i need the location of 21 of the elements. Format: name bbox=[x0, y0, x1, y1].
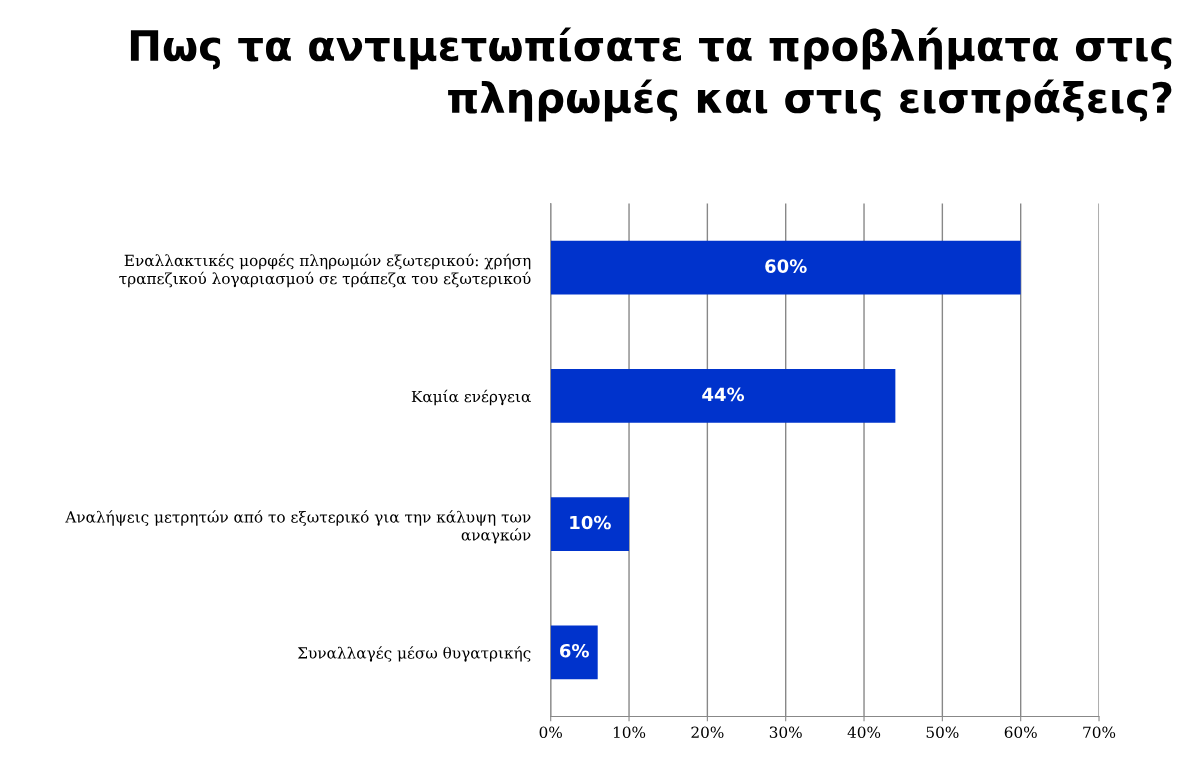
x-tick-label: 10% bbox=[613, 726, 646, 738]
x-tick-label: 20% bbox=[691, 726, 724, 738]
bar bbox=[550, 625, 598, 680]
x-tick-label: 40% bbox=[847, 726, 881, 738]
y-tick-label: Εναλλακτικές μορφές πληρωμών εξωτερικού: χρήση τραπεζικού λογαριασμού σε τράπεζα του εξωτερικού bbox=[119, 253, 531, 288]
y-tick-label: Καμία ενέργεια bbox=[411, 389, 531, 406]
data-label: 10% bbox=[570, 515, 611, 530]
data-label: 44% bbox=[702, 387, 745, 402]
chart-title: Πως τα αντιμετωπίσατε τα προβλήματα στις πληρωμές και στις εισπράξεις? bbox=[130, 27, 1172, 122]
bar bbox=[550, 240, 1021, 295]
x-tick-label: 30% bbox=[769, 726, 802, 738]
x-tick-label: 60% bbox=[1004, 726, 1037, 738]
y-tick-label: Αναλήψεις μετρητών από το εξωτερικό για την κάλυψη των αναγκών bbox=[65, 510, 531, 544]
x-tick-label: 70% bbox=[1083, 726, 1116, 738]
data-label: 6% bbox=[560, 643, 589, 658]
bar bbox=[550, 368, 896, 423]
y-tick-label: Συναλλαγές μέσω θυγατρικής bbox=[297, 646, 531, 662]
data-label: 60% bbox=[765, 259, 807, 273]
bar bbox=[550, 497, 630, 552]
x-tick-label: 50% bbox=[926, 726, 959, 738]
x-tick-label: 0% bbox=[539, 726, 562, 738]
